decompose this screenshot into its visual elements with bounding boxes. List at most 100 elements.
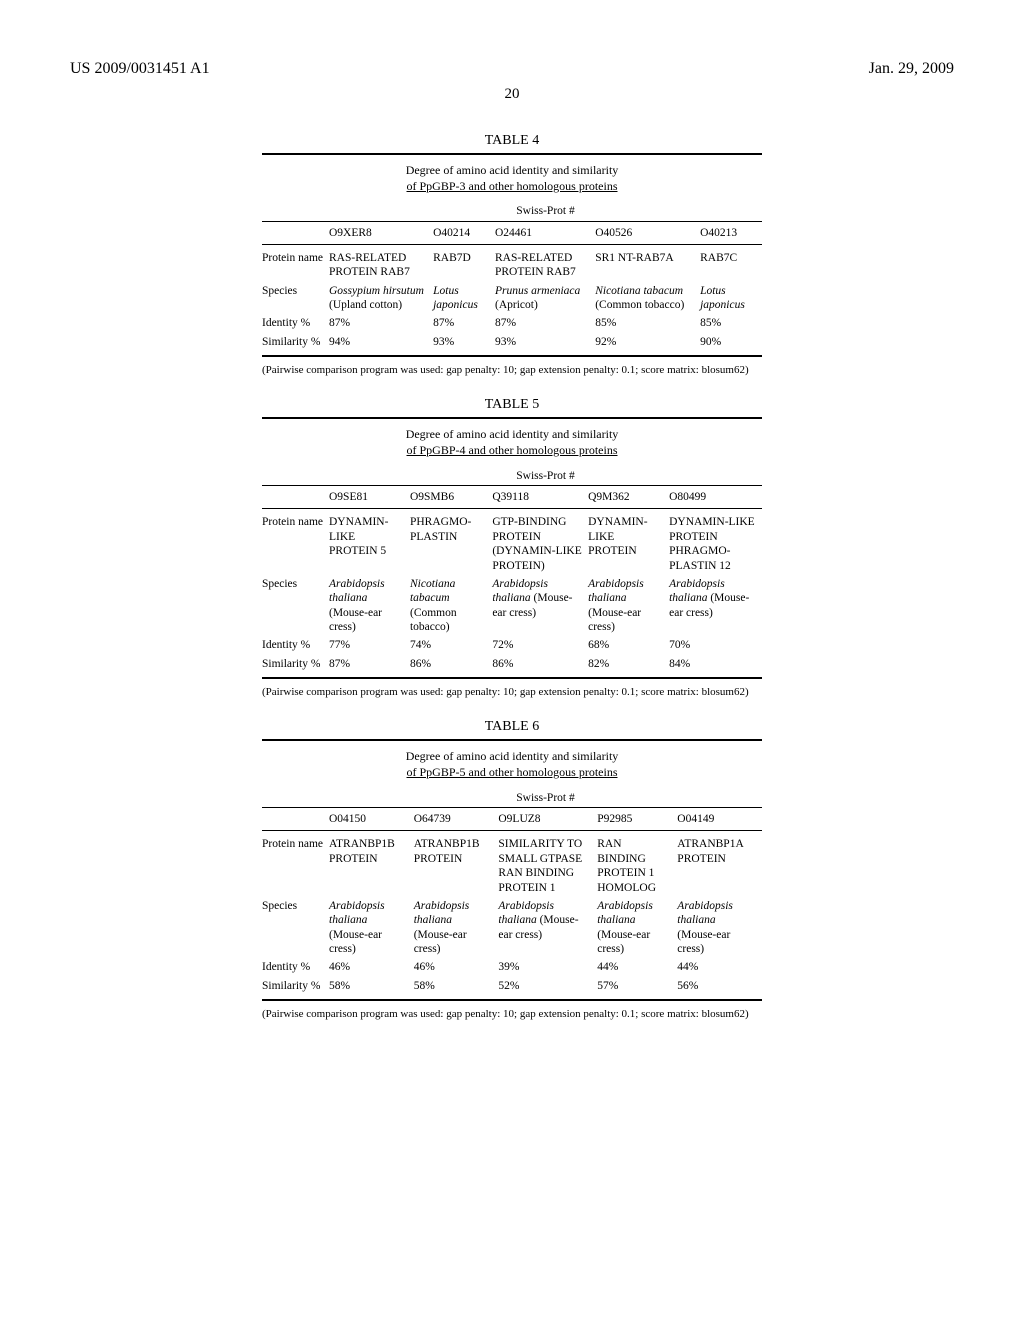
column-header: O04149 <box>677 808 762 831</box>
table5-body: Protein nameDYNAMIN-LIKE PROTEIN 5PHRAGM… <box>262 509 762 673</box>
table6-title: TABLE 6 <box>262 719 762 735</box>
table-cell: RAN BINDING PROTEIN 1 HOMOLOG <box>597 831 677 897</box>
table5-column-headers: O9SE81O9SMB6Q39118Q9M362O80499 <box>262 486 762 509</box>
row-label-header <box>262 486 329 509</box>
table-cell: 85% <box>700 314 762 332</box>
table-cell: 44% <box>597 958 677 976</box>
table-cell: Lotus japonicus <box>433 282 495 315</box>
column-header: O9LUZ8 <box>498 808 597 831</box>
table4-caption: Degree of amino acid identity and simila… <box>262 159 762 198</box>
table4-column-headers: O9XER8O40214O24461O40526O40213 <box>262 221 762 244</box>
table-cell: Arabidopsis thaliana (Mouse-ear cress) <box>677 897 762 959</box>
table-cell: GTP-BINDING PROTEIN (DYNAMIN-LIKE PROTEI… <box>492 509 588 575</box>
table-cell: 87% <box>433 314 495 332</box>
table-cell: 58% <box>329 977 414 995</box>
table-row: Similarity %94%93%93%92%90% <box>262 333 762 351</box>
table-cell: 93% <box>495 333 595 351</box>
table-cell: 44% <box>677 958 762 976</box>
table6-caption: Degree of amino acid identity and simila… <box>262 745 762 784</box>
column-header: O9SMB6 <box>410 486 492 509</box>
table-row: Species Arabidopsis thaliana (Mouse-ear c… <box>262 897 762 959</box>
table6: Degree of amino acid identity and simila… <box>262 739 762 1001</box>
table-cell: SIMILARITY TO SMALL GTPASE RAN BINDING P… <box>498 831 597 897</box>
table-cell: 93% <box>433 333 495 351</box>
row-label-header <box>262 221 329 244</box>
column-header: O40526 <box>595 221 700 244</box>
table4-body: Protein nameRAS-RELATED PROTEIN RAB7RAB7… <box>262 244 762 351</box>
table-row: Species Arabidopsis thaliana (Mouse-ear c… <box>262 575 762 637</box>
row-label-header <box>262 808 329 831</box>
column-header: O40214 <box>433 221 495 244</box>
table5-footnote: (Pairwise comparison program was used: g… <box>262 685 762 699</box>
table-cell: RAB7C <box>700 244 762 281</box>
table6-footnote: (Pairwise comparison program was used: g… <box>262 1007 762 1021</box>
row-label: Protein name <box>262 244 329 281</box>
table-cell: 86% <box>410 655 492 673</box>
table-cell: Arabidopsis thaliana (Mouse-ear cress) <box>498 897 597 959</box>
table-cell: 87% <box>329 655 410 673</box>
row-label: Similarity % <box>262 655 329 673</box>
column-header: O04150 <box>329 808 414 831</box>
table6-caption-line2: of PpGBP-5 and other homologous proteins <box>407 765 618 779</box>
table-cell: 90% <box>700 333 762 351</box>
table-cell: RAB7D <box>433 244 495 281</box>
table-cell: ATRANBP1A PROTEIN <box>677 831 762 897</box>
table6-column-headers: O04150O64739O9LUZ8P92985O04149 <box>262 808 762 831</box>
table-cell: 68% <box>588 636 669 654</box>
table-row: Similarity %87%86%86%82%84% <box>262 655 762 673</box>
table-cell: ATRANBP1B PROTEIN <box>414 831 499 897</box>
table-cell: 46% <box>414 958 499 976</box>
table5-blank-header <box>262 463 329 486</box>
row-label: Similarity % <box>262 977 329 995</box>
table4-title: TABLE 4 <box>262 133 762 149</box>
table-cell: DYNAMIN-LIKE PROTEIN 5 <box>329 509 410 575</box>
row-label: Similarity % <box>262 333 329 351</box>
table4-footnote: (Pairwise comparison program was used: g… <box>262 363 762 377</box>
page-number: 20 <box>70 86 954 103</box>
column-header: Q39118 <box>492 486 588 509</box>
table4: Degree of amino acid identity and simila… <box>262 153 762 357</box>
table-cell: 57% <box>597 977 677 995</box>
row-label: Species <box>262 575 329 637</box>
table-cell: 87% <box>329 314 433 332</box>
table6-swissprot-header: Swiss-Prot # <box>329 785 762 808</box>
table-cell: Prunus armeniaca (Apricot) <box>495 282 595 315</box>
column-header: O24461 <box>495 221 595 244</box>
table-cell: DYNAMIN-LIKE PROTEIN <box>588 509 669 575</box>
table-cell: Arabidopsis thaliana (Mouse-ear cress) <box>669 575 762 637</box>
row-label: Identity % <box>262 636 329 654</box>
table5: Degree of amino acid identity and simila… <box>262 417 762 679</box>
table-cell: 94% <box>329 333 433 351</box>
table-cell: Arabidopsis thaliana (Mouse-ear cress) <box>588 575 669 637</box>
table-cell: 52% <box>498 977 597 995</box>
table-cell: Gossypium hirsutum (Upland cotton) <box>329 282 433 315</box>
row-label: Species <box>262 897 329 959</box>
table-cell: DYNAMIN-LIKE PROTEIN PHRAGMO-PLASTIN 12 <box>669 509 762 575</box>
table-cell: PHRAGMO-PLASTIN <box>410 509 492 575</box>
table-row: Identity %87%87%87%85%85% <box>262 314 762 332</box>
table4-caption-line2: of PpGBP-3 and other homologous proteins <box>407 179 618 193</box>
table5-caption-line1: Degree of amino acid identity and simila… <box>406 427 619 441</box>
column-header: Q9M362 <box>588 486 669 509</box>
table5-data: Swiss-Prot # O9SE81O9SMB6Q39118Q9M362O80… <box>262 463 762 674</box>
table6-body: Protein nameATRANBP1B PROTEINATRANBP1B P… <box>262 831 762 995</box>
row-label: Identity % <box>262 958 329 976</box>
table5-title: TABLE 5 <box>262 397 762 413</box>
table-cell: Lotus japonicus <box>700 282 762 315</box>
row-label: Protein name <box>262 509 329 575</box>
column-header: P92985 <box>597 808 677 831</box>
column-header: O9XER8 <box>329 221 433 244</box>
table-cell: 84% <box>669 655 762 673</box>
table5-caption: Degree of amino acid identity and simila… <box>262 423 762 462</box>
table4-swissprot-header: Swiss-Prot # <box>329 198 762 221</box>
table6-caption-line1: Degree of amino acid identity and simila… <box>406 749 619 763</box>
table4-blank-header <box>262 198 329 221</box>
table-cell: 77% <box>329 636 410 654</box>
table-row: Protein nameATRANBP1B PROTEINATRANBP1B P… <box>262 831 762 897</box>
row-label: Species <box>262 282 329 315</box>
table5-swissprot-header: Swiss-Prot # <box>329 463 762 486</box>
table-cell: 87% <box>495 314 595 332</box>
table-cell: 86% <box>492 655 588 673</box>
publication-number: US 2009/0031451 A1 <box>70 60 210 78</box>
table-cell: 85% <box>595 314 700 332</box>
